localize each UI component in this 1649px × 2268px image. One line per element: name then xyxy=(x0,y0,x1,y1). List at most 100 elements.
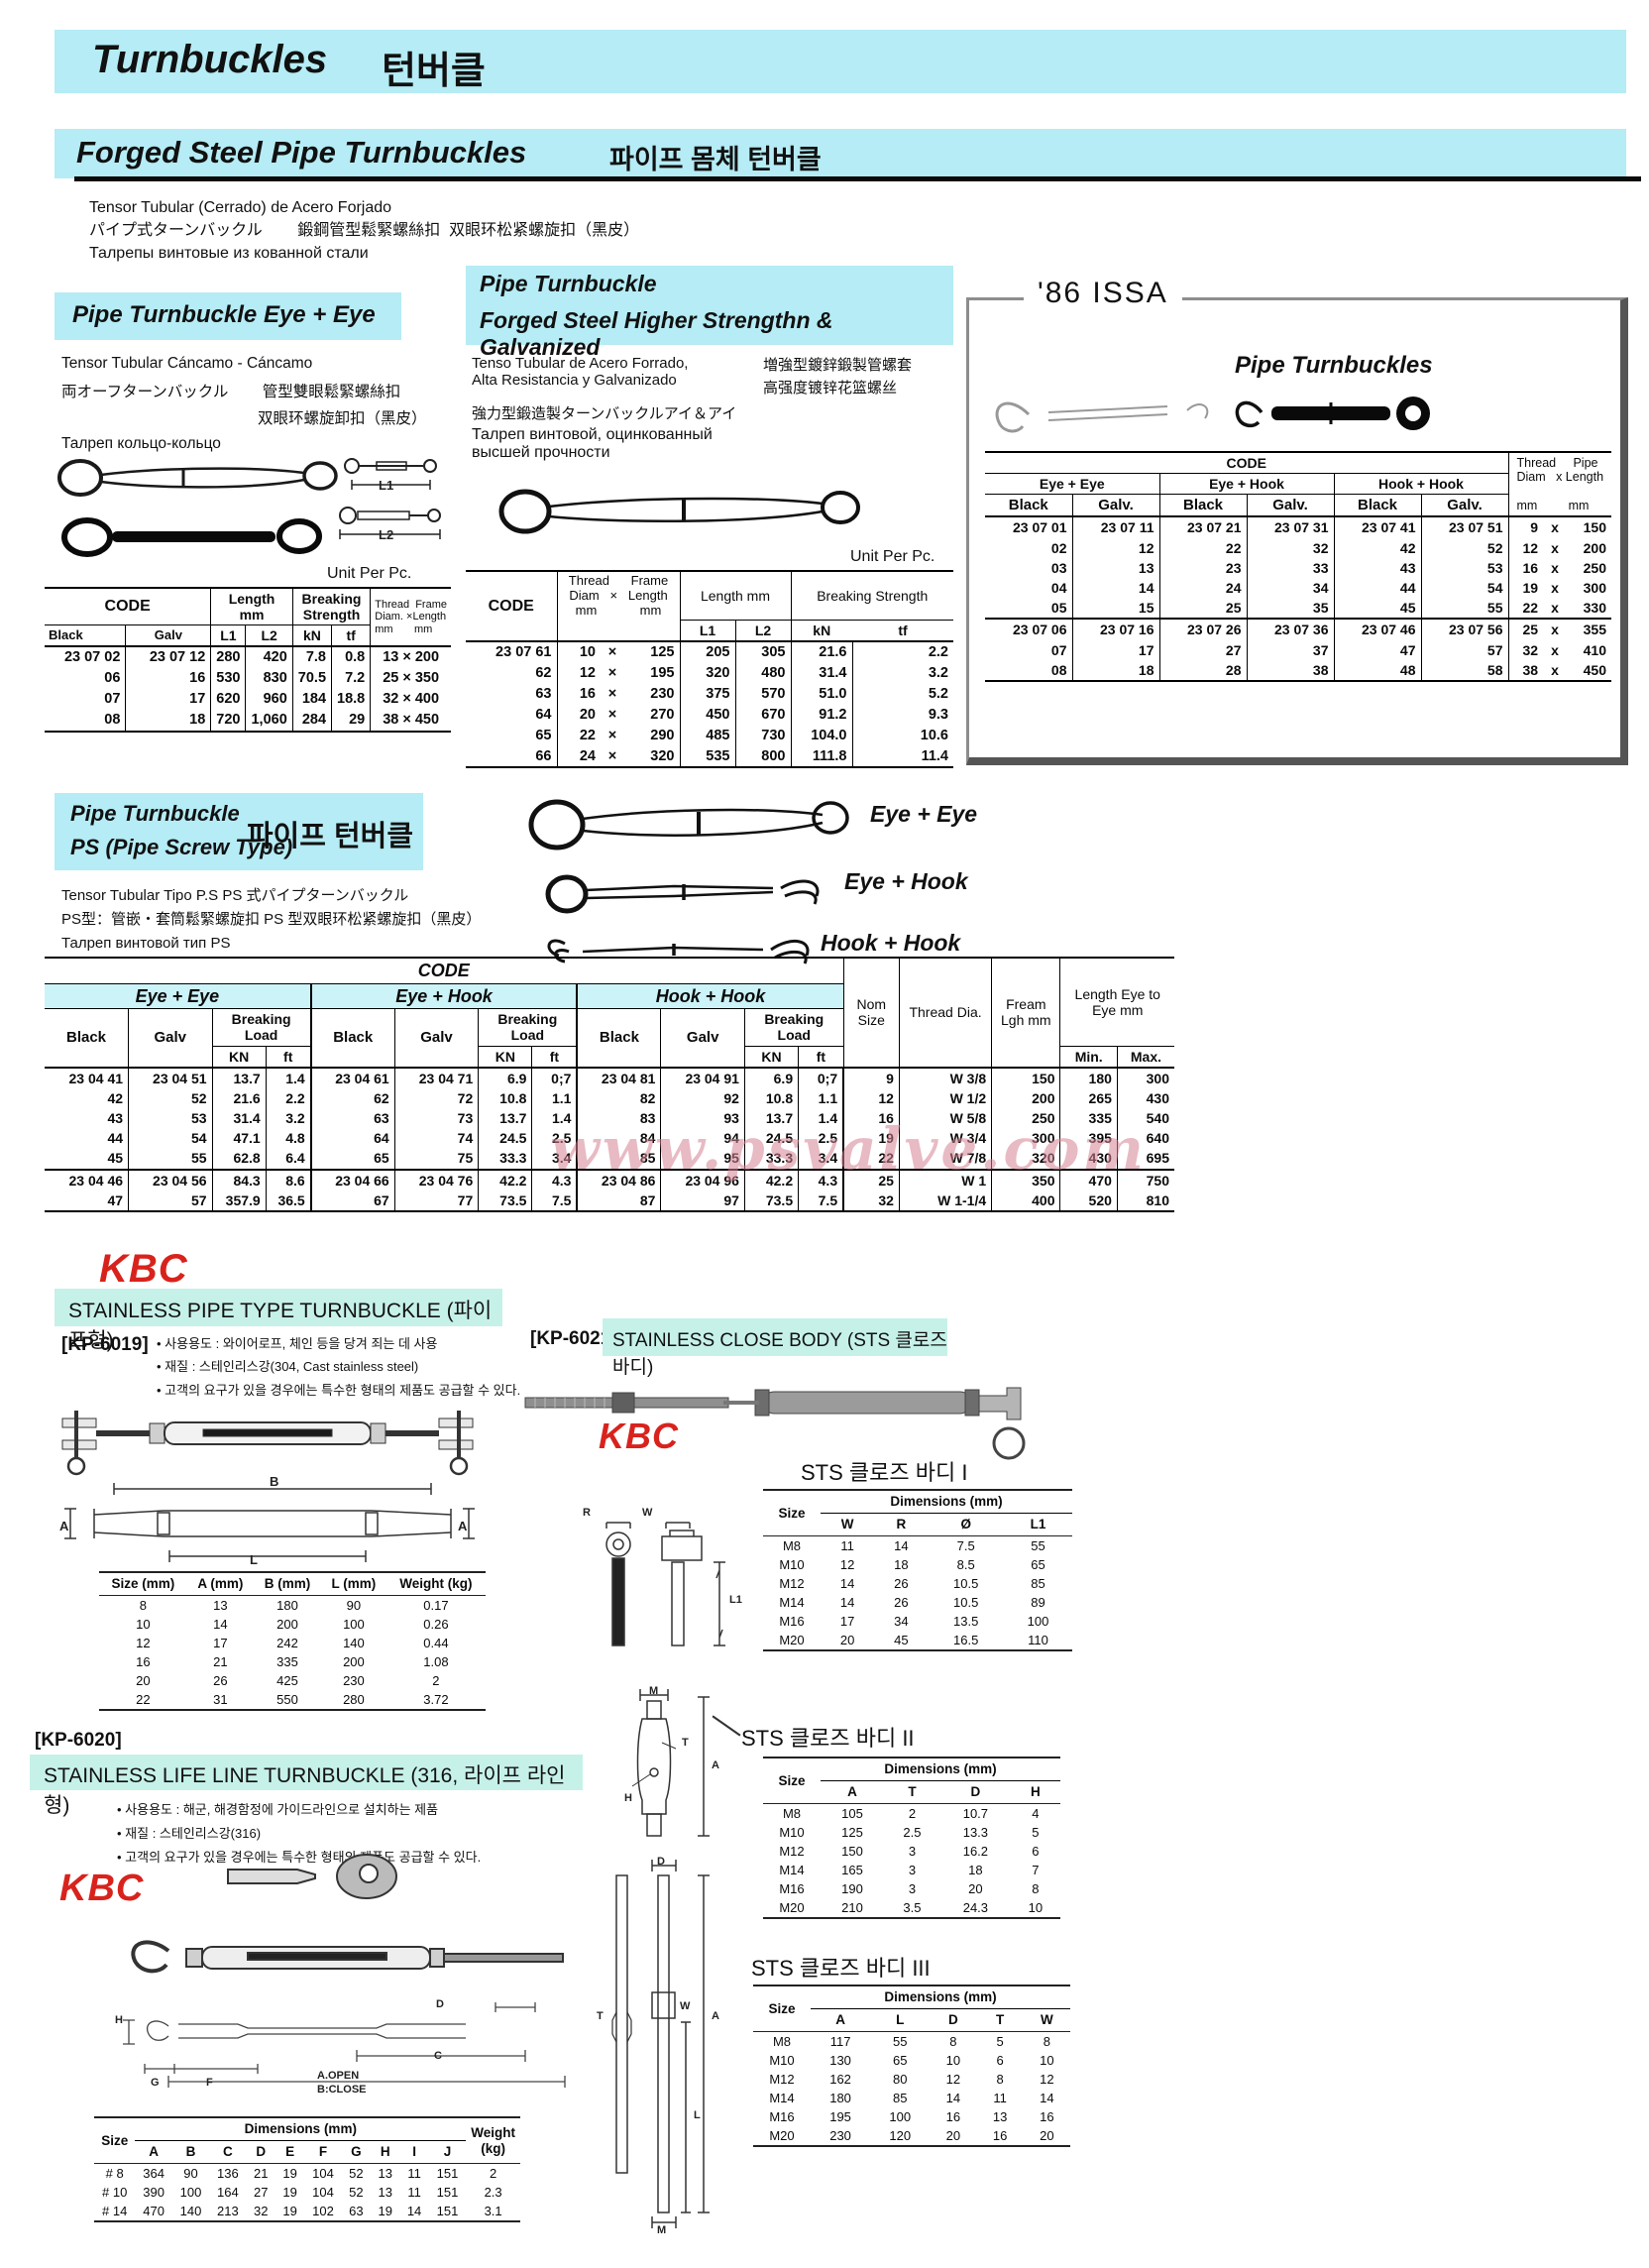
table-cell: 20 xyxy=(968,1881,983,1897)
header-line: Thread Frame xyxy=(568,573,669,588)
galv-header: Galv xyxy=(393,1008,479,1068)
nom-size-header: Nom Size xyxy=(842,958,900,1068)
table-cell: 136 xyxy=(217,2166,239,2182)
table-cell: 13 xyxy=(378,2166,392,2182)
ps-label-eye-hook: Eye + Hook xyxy=(844,868,968,894)
ps-heading-2: PS (Pipe Screw Type) xyxy=(70,835,293,859)
title-band: Turnbuckles 턴버클 xyxy=(55,30,1626,93)
table-row: M16 17 34 13.5 100 xyxy=(763,1612,1072,1631)
table-row: M12 162 80 12 8 12 xyxy=(753,2070,1070,2089)
table-cell: 485 xyxy=(680,725,736,746)
table-subheader-row: Black Galv Breaking Load Black Galv Brea… xyxy=(45,1008,1174,1068)
table-cell: 4.8 xyxy=(266,1128,312,1149)
table-cell: × xyxy=(607,644,617,661)
eye-eye-band: Pipe Turnbuckle Eye + Eye xyxy=(55,292,401,340)
table-cell: 320 xyxy=(991,1148,1061,1170)
table-cell: 18.8 xyxy=(331,688,372,710)
table-cell: 52 xyxy=(349,2185,364,2201)
dimensions-header: Dimensions (mm) xyxy=(821,1490,1072,1515)
table-cell: 0.44 xyxy=(423,1636,449,1651)
dim-label-a: A xyxy=(458,1519,468,1533)
table-cell: 23 07 61 xyxy=(466,641,558,664)
table-cell: 364 xyxy=(143,2166,165,2182)
table-cell: × xyxy=(607,727,617,743)
kn-header: KN xyxy=(743,1046,799,1068)
table-cell: 22 xyxy=(1159,537,1248,558)
table-cell: 430 xyxy=(1146,1089,1169,1106)
table-cell: 38 xyxy=(1247,659,1335,681)
table-header-row: Size Dimensions (mm) xyxy=(763,1490,1072,1521)
table-cell: 400 xyxy=(991,1190,1061,1211)
table-cell: 5 xyxy=(996,2034,1004,2050)
table-cell: 730 xyxy=(735,725,792,746)
l-header: L (mm) xyxy=(331,1576,377,1591)
table-cell: 67 xyxy=(310,1190,395,1211)
dim-col: H xyxy=(1031,1784,1041,1800)
table-cell: 100 xyxy=(1027,1614,1049,1630)
dim-col: F xyxy=(318,2144,328,2160)
table-cell: M8 xyxy=(782,1538,802,1554)
table-cell: 2.5 xyxy=(798,1128,845,1149)
dim-label-l: L xyxy=(250,1552,258,1567)
table-row: # 14 470 140 213 32 19 102 63 19 14 151 3.1 xyxy=(94,2202,520,2221)
l2-header: L2 xyxy=(734,620,791,642)
table-cell: 13 × 200 xyxy=(383,649,440,666)
table-cell: 12 xyxy=(843,1087,900,1109)
table-cell: 20 xyxy=(945,2128,961,2144)
table-cell: 150 xyxy=(991,1067,1061,1088)
kp6021-model: [KP-6021] xyxy=(530,1328,617,1349)
bullet: • 고객의 요구가 있을 경우에는 특수한 형태의 제품도 공급할 수 있다. xyxy=(117,1850,482,1866)
dim-label-h: H xyxy=(624,1792,632,1804)
table-cell: 23 07 46 xyxy=(1334,619,1422,640)
table-cell: W 5/8 xyxy=(899,1108,993,1129)
table-cell: 89 xyxy=(1031,1595,1045,1611)
table-cell: 33 xyxy=(1247,557,1335,578)
desc-line: Tensor Tubular Cáncamo - Cáncamo xyxy=(61,355,313,372)
table-cell: 105 xyxy=(841,1806,863,1822)
tf-header: tf xyxy=(331,624,371,647)
dim-label-g: G xyxy=(151,2077,160,2089)
table-cell: 91.2 xyxy=(791,704,853,726)
table-cell: 7.5 xyxy=(956,1538,975,1554)
dim-label-t: T xyxy=(597,2010,604,2022)
table-cell: 62 xyxy=(466,663,558,685)
table-header-row: CODE Length mm Breaking Strength Thread … xyxy=(45,588,451,647)
table-cell: 21.6 xyxy=(212,1087,267,1109)
desc-line: 双眼环螺旋卸扣（黑皮） xyxy=(258,410,427,427)
table-subheader-row: Black Galv. Black Galv. Black Galv. xyxy=(985,494,1611,517)
sts-body-3-title: STS 클로즈 바디 III xyxy=(751,1956,931,1981)
ps-label-eye-eye: Eye + Eye xyxy=(870,801,978,827)
table-cell: 24.5 xyxy=(478,1128,533,1149)
table-cell: W 1-1/4 xyxy=(899,1190,993,1211)
table-cell: 19 xyxy=(378,2204,392,2219)
table-group-row: Eye + Eye Eye + Hook Hook + Hook xyxy=(45,983,1174,1010)
table-cell: 14 xyxy=(1072,578,1160,599)
table-cell: 200 xyxy=(276,1617,298,1633)
table-cell: 65 xyxy=(1031,1557,1045,1573)
black-header: Black xyxy=(1008,497,1048,514)
table-cell: 8 xyxy=(1043,2034,1050,2050)
table-cell: 450 xyxy=(1583,661,1606,678)
table-cell: 3.4 xyxy=(798,1148,845,1170)
table-cell: 810 xyxy=(1146,1191,1169,1208)
table-row: 44 54 47.1 4.8 64 74 24.5 2.5 84 94 24.5 2.5 19 W 3/4… xyxy=(45,1128,1174,1149)
kn-header: KN xyxy=(211,1046,267,1068)
table-cell: 150 xyxy=(841,1844,863,1860)
header-line: Thread Pipe xyxy=(1516,455,1598,470)
table-cell: 9 xyxy=(1530,519,1539,536)
kp6019-photo-drawing xyxy=(61,1411,474,1476)
table-cell: 410 xyxy=(1583,641,1606,658)
table-cell: 19 xyxy=(282,2166,297,2182)
table-cell: 42.2 xyxy=(478,1169,533,1191)
table-cell: M16 xyxy=(769,2109,795,2125)
table-cell: 37 xyxy=(1247,639,1335,660)
dim-label-b-close: B:CLOSE xyxy=(317,2084,367,2096)
table-cell: 102 xyxy=(312,2204,334,2219)
table-cell: x xyxy=(1551,661,1559,678)
table-cell: 36.5 xyxy=(266,1190,312,1211)
dim-label-l1: L1 xyxy=(379,478,394,493)
table-cell: 23 07 02 xyxy=(45,646,127,669)
unit-per-pc-label: Unit Per Pc. xyxy=(850,548,935,565)
table-cell: x xyxy=(1551,519,1559,536)
table-cell: 24 xyxy=(1159,578,1248,599)
